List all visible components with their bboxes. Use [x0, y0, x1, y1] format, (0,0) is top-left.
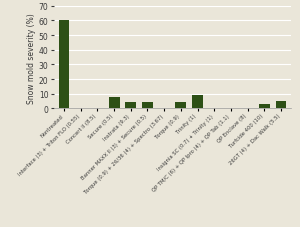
Bar	[276, 102, 286, 109]
Bar	[58, 21, 69, 109]
Bar	[159, 108, 170, 109]
Bar	[109, 97, 119, 109]
Y-axis label: Snow mold severity (%): Snow mold severity (%)	[27, 13, 36, 103]
Bar	[259, 105, 270, 109]
Bar	[92, 108, 103, 109]
Bar	[142, 102, 153, 109]
Bar	[125, 102, 136, 109]
Bar	[176, 102, 186, 109]
Bar	[192, 95, 203, 109]
